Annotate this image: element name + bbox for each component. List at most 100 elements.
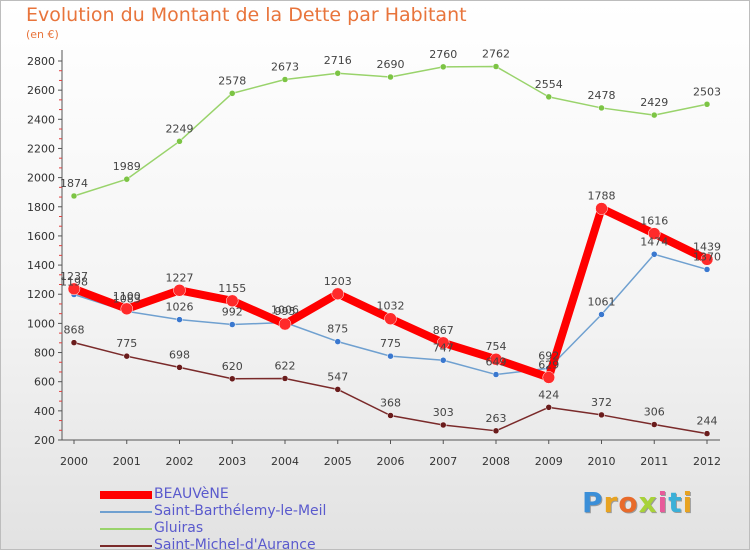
- data-point: [123, 175, 130, 183]
- data-point: [229, 375, 236, 383]
- logo-letter: t: [668, 486, 683, 519]
- y-tick-label: 1400: [27, 259, 55, 272]
- data-label: 424: [538, 388, 559, 401]
- data-label: 1026: [166, 301, 194, 314]
- data-point: [67, 282, 81, 296]
- data-label: 1227: [166, 271, 194, 284]
- data-point: [229, 321, 236, 328]
- data-label: 868: [64, 324, 85, 337]
- y-tick-label: 800: [34, 347, 55, 360]
- legend-swatch: [100, 490, 152, 499]
- data-label: 775: [380, 337, 401, 350]
- data-label: 747: [433, 341, 454, 354]
- data-label: 698: [169, 348, 190, 361]
- data-point: [387, 412, 394, 419]
- data-point: [334, 338, 341, 345]
- data-label: 1874: [60, 177, 88, 190]
- legend-item: Gluiras: [100, 520, 326, 537]
- data-point: [440, 421, 447, 429]
- y-tick-label: 2800: [27, 55, 55, 68]
- legend-label: Saint-Barthélemy-le-Meil: [154, 503, 327, 519]
- logo-letter: o: [618, 486, 639, 519]
- data-point: [703, 101, 711, 108]
- data-labels: 1237 1100 1227 1155 995 1203 1032 867 754 629 1788…: [60, 48, 721, 428]
- data-label: 2249: [166, 122, 194, 135]
- legend-label: BEAUVèNE: [154, 486, 229, 502]
- x-tick-label: 2010: [588, 455, 616, 468]
- x-tick-label: 2007: [429, 455, 457, 468]
- data-point: [281, 76, 289, 83]
- data-label: 1083: [113, 292, 141, 305]
- data-point: [440, 63, 447, 71]
- data-point: [334, 69, 341, 77]
- data-label: 1198: [60, 276, 88, 289]
- data-point: [229, 90, 236, 97]
- data-label: 620: [222, 360, 243, 373]
- data-point: [173, 284, 186, 297]
- data-point: [387, 352, 394, 360]
- data-label: 992: [222, 306, 243, 319]
- data-label: 649: [486, 356, 507, 369]
- data-point: [440, 357, 447, 364]
- logo-letter: i: [657, 486, 669, 519]
- y-tick-label: 600: [34, 376, 55, 389]
- data-point: [598, 311, 605, 318]
- legend-label: Gluiras: [154, 520, 204, 536]
- data-point: [176, 364, 183, 371]
- data-point: [703, 266, 711, 273]
- proxiti-logo: Proxiti: [582, 486, 693, 519]
- data-label: 1006: [271, 304, 299, 317]
- x-tick-label: 2001: [113, 455, 141, 468]
- data-label: 1616: [640, 215, 668, 228]
- legend-item: Saint-Barthélemy-le-Meil: [100, 503, 326, 520]
- data-point: [651, 111, 658, 119]
- y-tick-label: 2400: [27, 113, 55, 126]
- data-label: 1032: [377, 300, 405, 313]
- y-tick-label: 400: [34, 405, 55, 418]
- legend-item: BEAUVèNE: [100, 486, 326, 503]
- chart-subtitle: (en €): [26, 28, 59, 41]
- x-tick-label: 2006: [377, 455, 405, 468]
- data-label: 754: [486, 340, 507, 353]
- data-label: 306: [644, 406, 665, 419]
- logo-letter: x: [638, 486, 658, 519]
- data-label: 2503: [693, 85, 721, 98]
- legend: BEAUVèNE Saint-Barthélemy-le-Meil Gluiras S…: [100, 486, 326, 554]
- data-point: [595, 202, 608, 215]
- data-point: [598, 411, 605, 419]
- y-tick-label: 2600: [27, 84, 55, 97]
- data-label: 263: [486, 412, 507, 425]
- data-label: 775: [116, 337, 137, 350]
- data-label: 547: [327, 370, 348, 383]
- data-label: 368: [380, 397, 401, 410]
- data-point: [648, 227, 661, 240]
- data-label: 1061: [588, 295, 616, 308]
- legend-item: Saint-Michel-d'Aurance: [100, 537, 326, 554]
- logo-letter: P: [582, 486, 604, 519]
- x-tick-label: 2008: [482, 455, 510, 468]
- data-point: [492, 371, 500, 378]
- y-tick-label: 1600: [27, 230, 55, 243]
- x-tick-label: 2000: [60, 455, 88, 468]
- axes: 200 400 600 800 1000 1200 1400 1600 1800 2000 2200…: [27, 50, 721, 468]
- data-label: 622: [275, 359, 296, 372]
- x-tick-label: 2003: [218, 455, 246, 468]
- data-point: [545, 93, 552, 101]
- data-label: 2762: [482, 48, 510, 61]
- x-tick-label: 2009: [535, 455, 563, 468]
- data-point: [384, 312, 397, 325]
- legend-swatch: [100, 527, 152, 530]
- data-label: 2716: [324, 54, 352, 67]
- data-point: [542, 371, 555, 384]
- data-label: 2478: [588, 89, 616, 102]
- data-label: 1474: [640, 235, 668, 248]
- y-tick-label: 2000: [27, 172, 55, 185]
- data-label: 1370: [693, 250, 721, 263]
- data-point: [281, 375, 289, 382]
- y-tick-label: 1800: [27, 201, 55, 214]
- logo-letter: r: [603, 486, 619, 519]
- y-tick-label: 2200: [27, 142, 55, 155]
- data-point: [334, 386, 341, 393]
